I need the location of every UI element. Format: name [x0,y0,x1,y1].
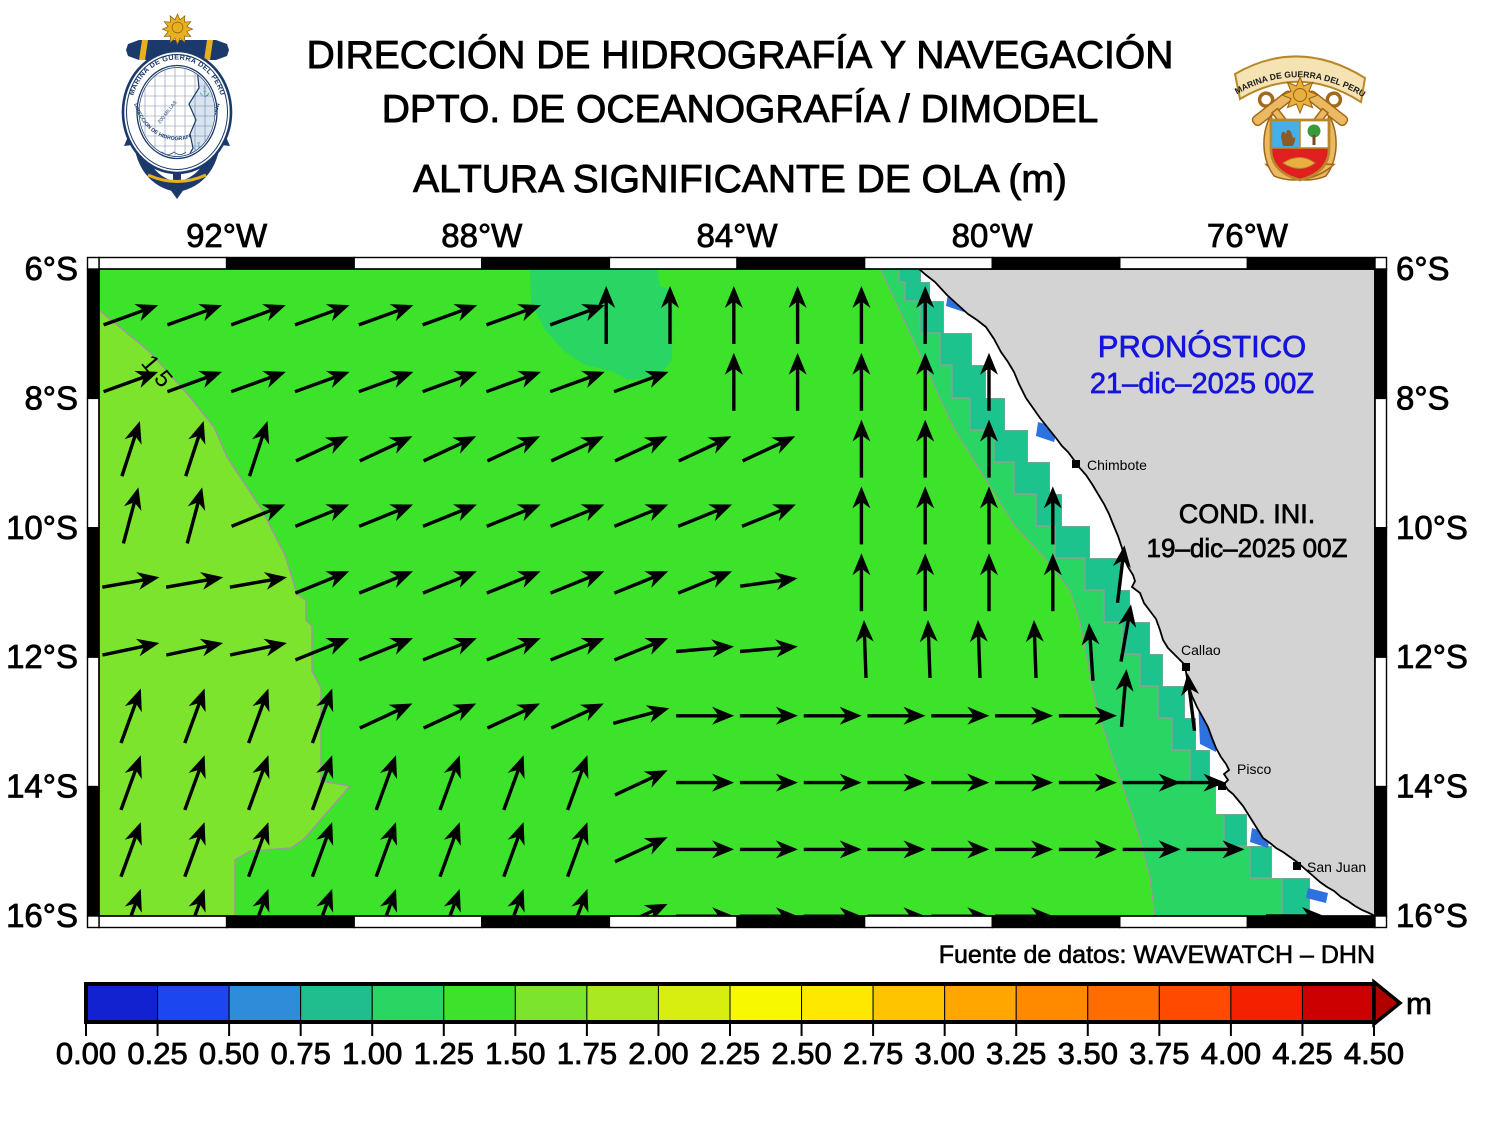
svg-text:San Juan: San Juan [1307,859,1366,875]
svg-text:76°W: 76°W [1207,217,1289,254]
svg-text:COND. INI.: COND. INI. [1179,499,1316,529]
svg-text:88°W: 88°W [441,217,523,254]
svg-text:12°S: 12°S [1396,638,1468,675]
svg-text:⚓: ⚓ [193,141,204,152]
svg-text:14°S: 14°S [6,768,78,805]
svg-text:Chimbote: Chimbote [1087,457,1147,473]
svg-text:Pisco: Pisco [1237,761,1271,777]
svg-text:14°S: 14°S [1396,768,1468,805]
svg-text:21–dic–2025 00Z: 21–dic–2025 00Z [1090,368,1314,400]
svg-text:DPTO. DE OCEANOGRAFÍA / DIMODE: DPTO. DE OCEANOGRAFÍA / DIMODEL [382,88,1099,131]
svg-text:10°S: 10°S [6,509,78,546]
svg-text:ALTURA SIGNIFICANTE DE OLA (m): ALTURA SIGNIFICANTE DE OLA (m) [413,158,1067,201]
svg-text:16°S: 16°S [6,897,78,934]
svg-text:m: m [1406,986,1432,1021]
svg-text:2.50: 2.50 [771,1036,831,1071]
svg-text:12°S: 12°S [6,638,78,675]
svg-text:84°W: 84°W [696,217,778,254]
svg-text:6°S: 6°S [1396,250,1450,287]
svg-text:⚓: ⚓ [199,86,210,97]
svg-text:DIRECCIÓN DE HIDROGRAFÍA Y NAV: DIRECCIÓN DE HIDROGRAFÍA Y NAVEGACIÓN [307,34,1174,77]
svg-text:2.00: 2.00 [628,1036,688,1071]
svg-text:0.50: 0.50 [199,1036,259,1071]
svg-text:0.75: 0.75 [271,1036,331,1071]
svg-text:Callao: Callao [1181,642,1221,658]
svg-text:4.25: 4.25 [1272,1036,1332,1071]
svg-text:1.50: 1.50 [485,1036,545,1071]
svg-text:19–dic–2025 00Z: 19–dic–2025 00Z [1147,533,1348,563]
svg-text:3.25: 3.25 [986,1036,1046,1071]
svg-text:0.00: 0.00 [56,1036,116,1071]
svg-text:2.75: 2.75 [843,1036,903,1071]
svg-text:16°S: 16°S [1396,897,1468,934]
svg-text:1.25: 1.25 [414,1036,474,1071]
svg-text:80°W: 80°W [952,217,1034,254]
svg-text:4.50: 4.50 [1344,1036,1404,1071]
svg-text:2.25: 2.25 [700,1036,760,1071]
svg-text:PRONÓSTICO: PRONÓSTICO [1098,329,1306,364]
svg-text:0.25: 0.25 [127,1036,187,1071]
svg-text:10°S: 10°S [1396,509,1468,546]
svg-text:Fuente de datos: WAVEWATCH – D: Fuente de datos: WAVEWATCH – DHN [939,941,1375,969]
svg-text:6°S: 6°S [24,250,78,287]
svg-text:3.50: 3.50 [1058,1036,1118,1071]
svg-text:8°S: 8°S [1396,379,1450,416]
svg-text:4.00: 4.00 [1201,1036,1261,1071]
svg-text:92°W: 92°W [186,217,268,254]
svg-text:3.75: 3.75 [1129,1036,1189,1071]
svg-text:3.00: 3.00 [915,1036,975,1071]
svg-text:1.00: 1.00 [342,1036,402,1071]
svg-text:1.75: 1.75 [557,1036,617,1071]
svg-text:8°S: 8°S [24,379,78,416]
